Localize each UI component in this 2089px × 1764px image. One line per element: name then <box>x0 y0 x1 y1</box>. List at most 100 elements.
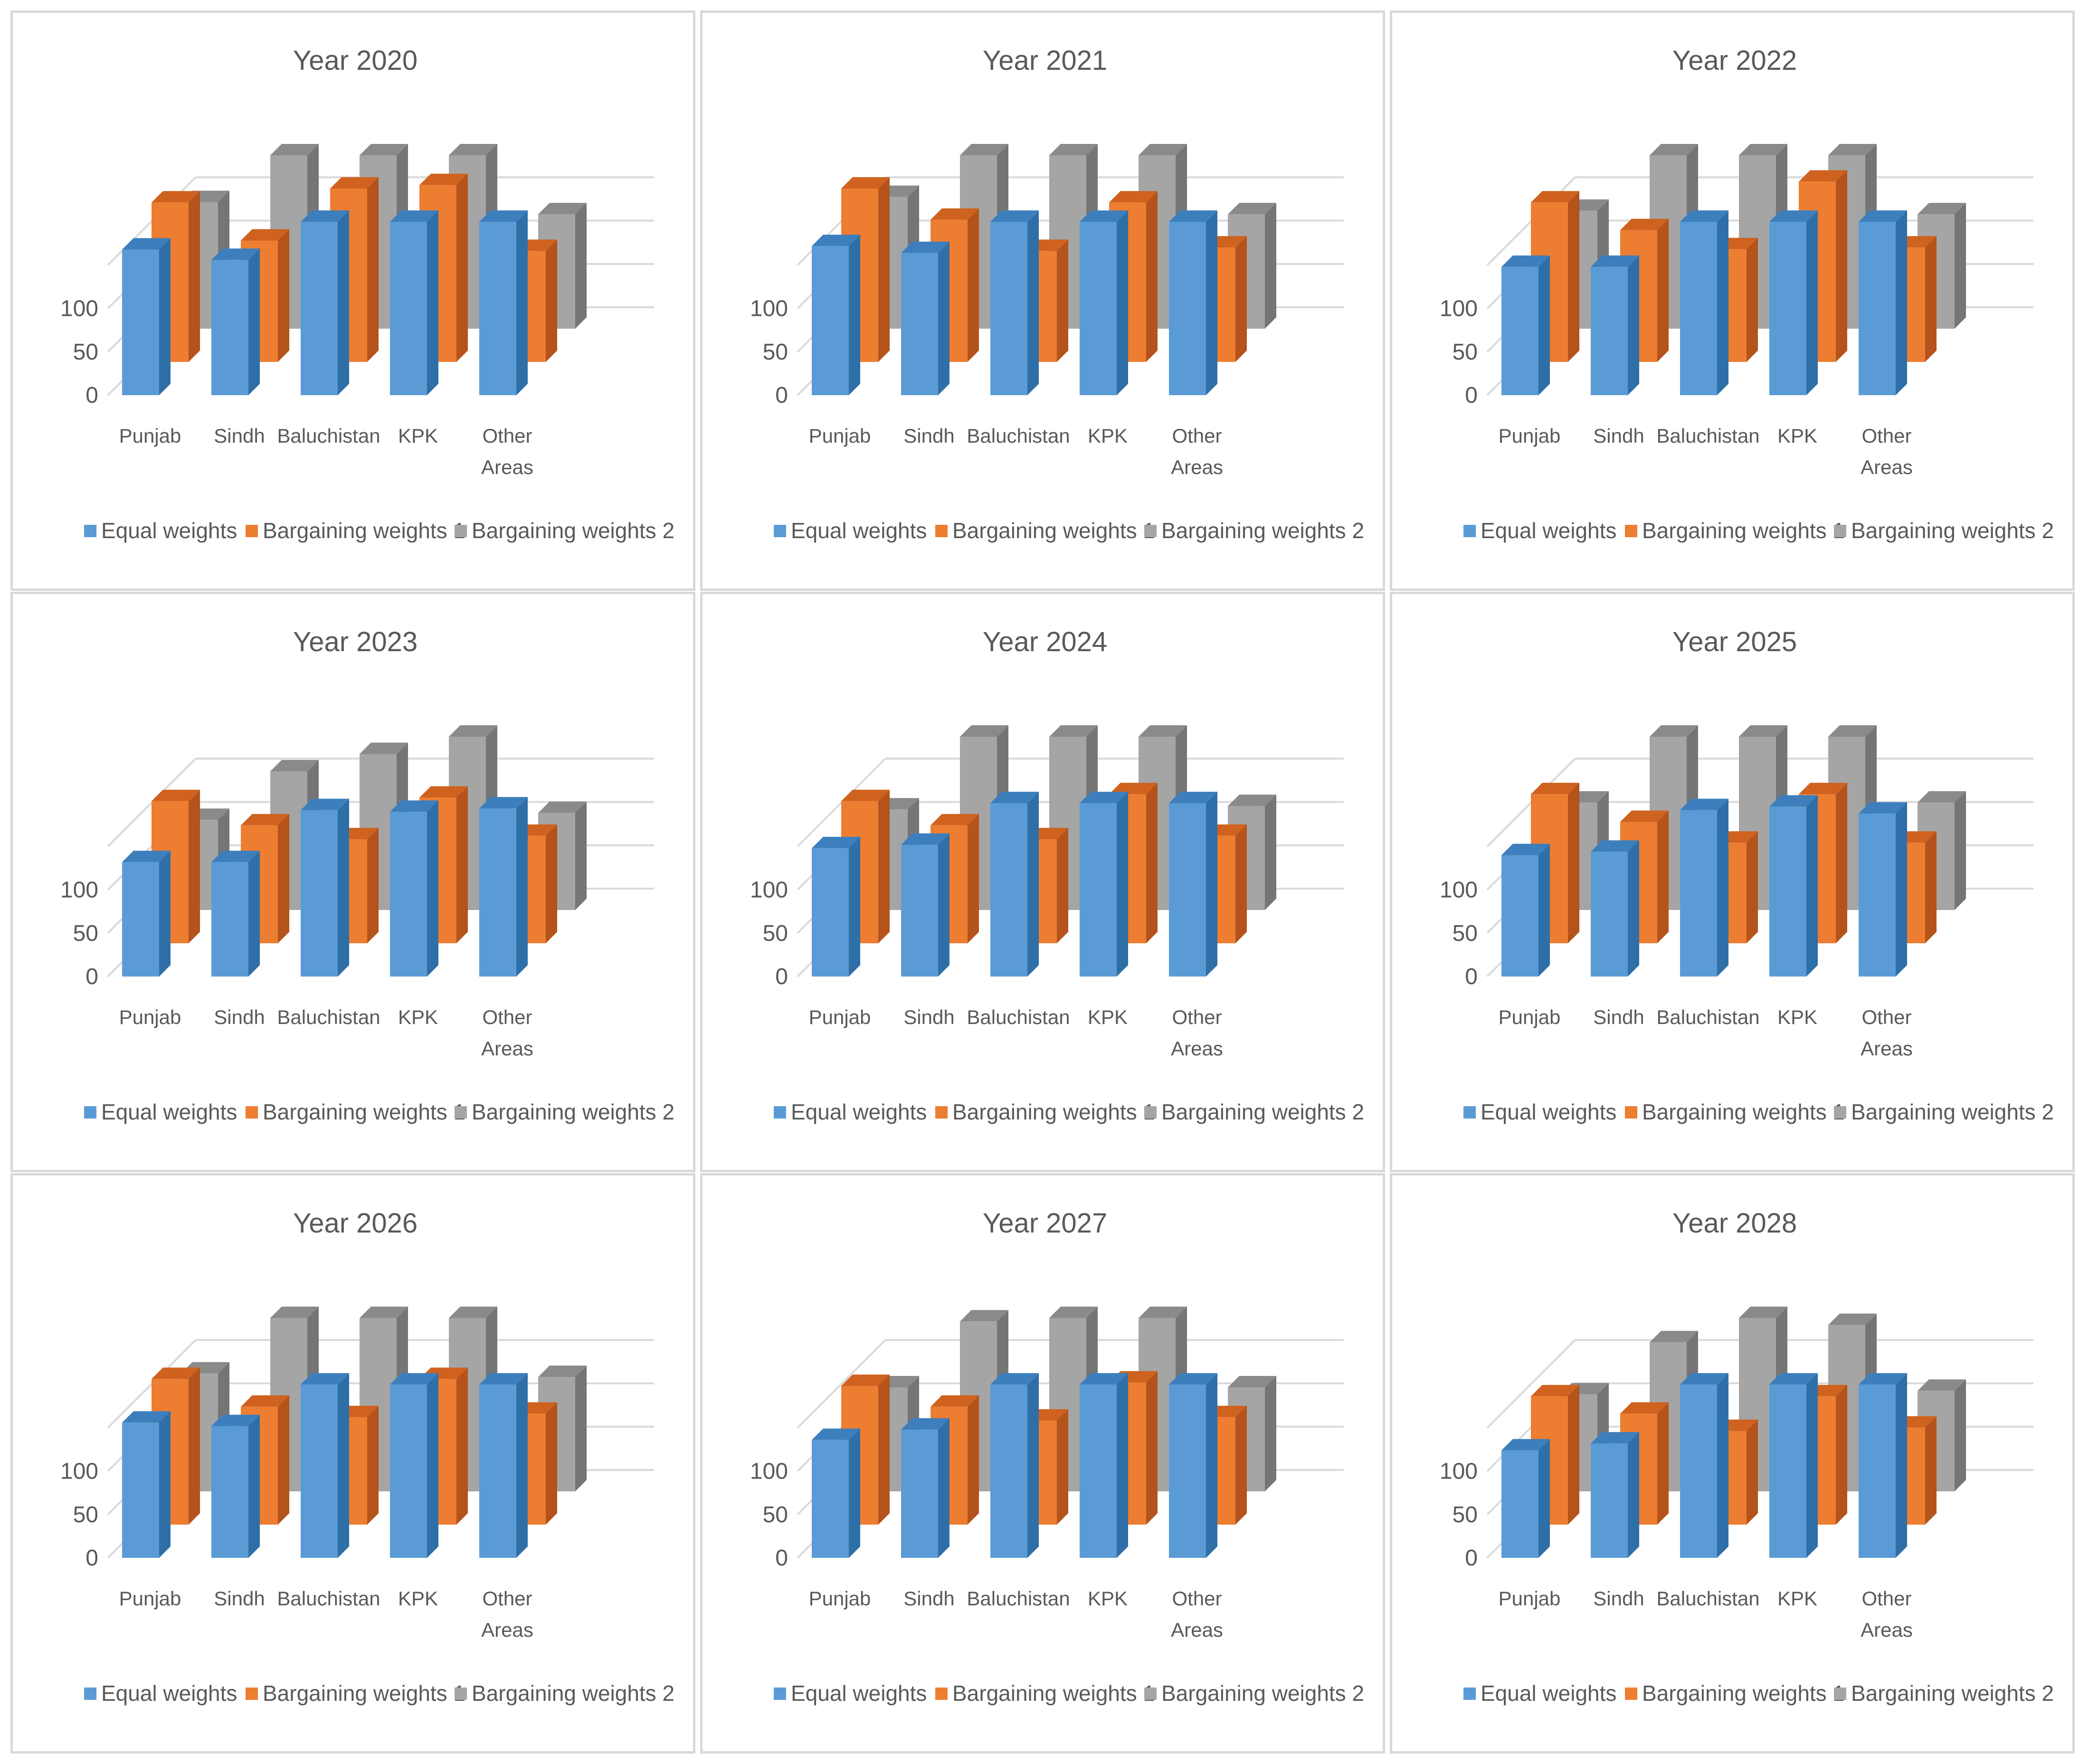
x-category-label: Punjab <box>1499 425 1561 447</box>
bar-bargaining-weights-2-other-areas-side <box>1955 203 1966 329</box>
bar-bargaining-weights-1-punjab-top <box>1531 191 1579 203</box>
bar-equal-weights-other-areas <box>479 797 528 977</box>
bar-equal-weights-baluchistan-top <box>1680 798 1728 810</box>
x-category-label: Sindh <box>214 425 265 447</box>
x-category-label: Other Areas <box>1861 1587 1913 1641</box>
bar-equal-weights-other-areas-top <box>479 1373 528 1385</box>
legend-label-bargaining-weights-1: Bargaining weights 1 <box>263 518 465 543</box>
legend-label-bargaining-weights-1: Bargaining weights 1 <box>1642 1100 1845 1124</box>
x-category-label: Sindh <box>903 1587 954 1610</box>
bar-equal-weights-sindh-side <box>248 248 260 395</box>
bar-equal-weights-sindh-side <box>1628 255 1639 395</box>
bar-bargaining-weights-1-sindh-top <box>931 1395 979 1407</box>
x-category-label: Other Areas <box>1861 1006 1913 1060</box>
bar-equal-weights-baluchistan <box>1680 798 1728 977</box>
bar-equal-weights-punjab-side <box>159 1411 171 1558</box>
y-tick-label: 0 <box>775 964 788 989</box>
bar-equal-weights-baluchistan-top <box>301 210 349 222</box>
bar-equal-weights-kpk <box>390 1373 438 1558</box>
y-tick-label: 50 <box>1453 1502 1478 1527</box>
bar-bargaining-weights-2-other-areas-top <box>1918 203 1966 215</box>
bar-equal-weights-baluchistan-front <box>1680 1385 1717 1558</box>
legend-label-bargaining-weights-2: Bargaining weights 2 <box>1851 1100 2054 1124</box>
bar-equal-weights-other-areas-top <box>1169 792 1217 803</box>
bar-equal-weights-sindh-side <box>248 1414 260 1558</box>
bar-bargaining-weights-1-sindh-top <box>1620 1402 1669 1414</box>
x-category-label: Other Areas <box>1171 1006 1223 1060</box>
chart-svg: Year 2022 0 50 100 Punjab Sindh Baluchistan KPK… <box>1440 45 2054 543</box>
bar-equal-weights-kpk-front <box>390 1385 427 1558</box>
bar-bargaining-weights-1-sindh-top <box>1620 218 1669 230</box>
bar-bargaining-weights-2-other-areas-top <box>538 801 587 813</box>
legend-label-equal-weights: Equal weights <box>1481 1100 1616 1124</box>
legend-swatch-bargaining-weights-2 <box>455 1106 467 1119</box>
x-category-label: Baluchistan <box>277 1587 380 1610</box>
bar-equal-weights-other-areas <box>1859 802 1907 977</box>
bar-equal-weights-punjab-side <box>1538 1439 1550 1558</box>
bar-equal-weights-kpk-top <box>390 1373 438 1385</box>
bar-equal-weights-kpk <box>1769 1373 1818 1558</box>
bar-equal-weights-punjab <box>812 836 860 977</box>
x-category-label: Punjab <box>119 1587 181 1610</box>
bar-equal-weights-sindh-front <box>211 1426 248 1558</box>
chart-svg: Year 2027 0 50 100 Punjab Sindh Baluchistan KPK… <box>750 1208 1364 1706</box>
bar-equal-weights-kpk-front <box>390 222 427 395</box>
bar-bargaining-weights-2-other-areas-side <box>1955 1379 1966 1491</box>
bar-equal-weights-other-areas-top <box>1169 1373 1217 1385</box>
bar-bargaining-weights-1-kpk-side <box>1146 191 1158 362</box>
bar-equal-weights-other-areas-top <box>1859 210 1907 222</box>
bar-equal-weights-baluchistan <box>301 1373 349 1558</box>
y-tick-label: 50 <box>73 1502 98 1527</box>
bar-equal-weights-other-areas-top <box>1169 210 1217 222</box>
y-tick-label: 50 <box>763 340 788 365</box>
bar-equal-weights-kpk <box>1769 795 1818 977</box>
bar-bargaining-weights-1-other-areas-side <box>546 239 557 362</box>
bar-equal-weights-sindh-top <box>1591 255 1639 267</box>
bar-equal-weights-punjab <box>122 238 171 395</box>
bar-equal-weights-sindh <box>901 1418 950 1558</box>
bar-equal-weights-sindh-top <box>901 1418 950 1430</box>
bar-bargaining-weights-1-baluchistan-side <box>1057 828 1068 943</box>
chart-title: Year 2020 <box>293 45 418 76</box>
bar-bargaining-weights-2-other-areas-side <box>1265 1376 1276 1491</box>
bar-bargaining-weights-1-sindh-side <box>968 208 979 362</box>
x-category-label: Other Areas <box>481 425 533 478</box>
bar-bargaining-weights-2-other-areas-top <box>538 1366 587 1377</box>
y-tick-label: 0 <box>85 964 98 989</box>
bar-equal-weights-sindh-top <box>211 248 260 260</box>
y-tick-label: 0 <box>1465 383 1478 408</box>
bar-equal-weights-sindh-side <box>1628 1432 1639 1558</box>
bar-bargaining-weights-1-kpk-side <box>456 786 468 943</box>
bar-equal-weights-kpk-top <box>1769 1373 1818 1385</box>
legend-swatch-bargaining-weights-2 <box>455 1688 467 1700</box>
bar-bargaining-weights-1-kpk-side <box>1146 783 1158 943</box>
bar-equal-weights-kpk-side <box>1117 210 1128 395</box>
legend-swatch-equal-weights <box>84 525 96 537</box>
bar-bargaining-weights-1-punjab-side <box>189 789 200 943</box>
bar-equal-weights-other-areas-top <box>1859 802 1907 814</box>
bar-bargaining-weights-2-other-areas-side <box>575 801 587 910</box>
x-category-label: KPK <box>398 1006 438 1028</box>
bar-bargaining-weights-1-baluchistan-side <box>367 1405 379 1525</box>
bar-bargaining-weights-2-other-areas-top <box>1228 1376 1276 1387</box>
bar-bargaining-weights-1-sindh-top <box>931 814 979 825</box>
bar-equal-weights-kpk <box>390 210 438 395</box>
bar-bargaining-weights-1-kpk-top <box>419 173 468 185</box>
bar-equal-weights-punjab <box>812 1428 860 1558</box>
bar-equal-weights-punjab <box>122 1411 171 1558</box>
bar-equal-weights-other-areas-side <box>516 210 528 395</box>
bar-bargaining-weights-1-punjab-side <box>189 1367 200 1525</box>
x-category-label: Baluchistan <box>967 425 1070 447</box>
x-category-label: KPK <box>398 1587 438 1610</box>
bar-equal-weights-other-areas-side <box>1896 1373 1907 1558</box>
bar-bargaining-weights-1-sindh-side <box>1657 810 1669 943</box>
bar-equal-weights-baluchistan-side <box>1717 798 1728 977</box>
chart-title: Year 2021 <box>983 45 1107 76</box>
x-category-label: Baluchistan <box>1656 1006 1759 1028</box>
y-tick-label: 100 <box>750 296 788 322</box>
x-category-label: Other Areas <box>1861 425 1913 478</box>
bar-equal-weights-baluchistan-side <box>1027 210 1039 395</box>
bar-bargaining-weights-2-kpk-top <box>1139 725 1187 737</box>
bar-bargaining-weights-1-baluchistan-side <box>1747 237 1758 362</box>
bar-equal-weights-sindh <box>211 248 260 395</box>
